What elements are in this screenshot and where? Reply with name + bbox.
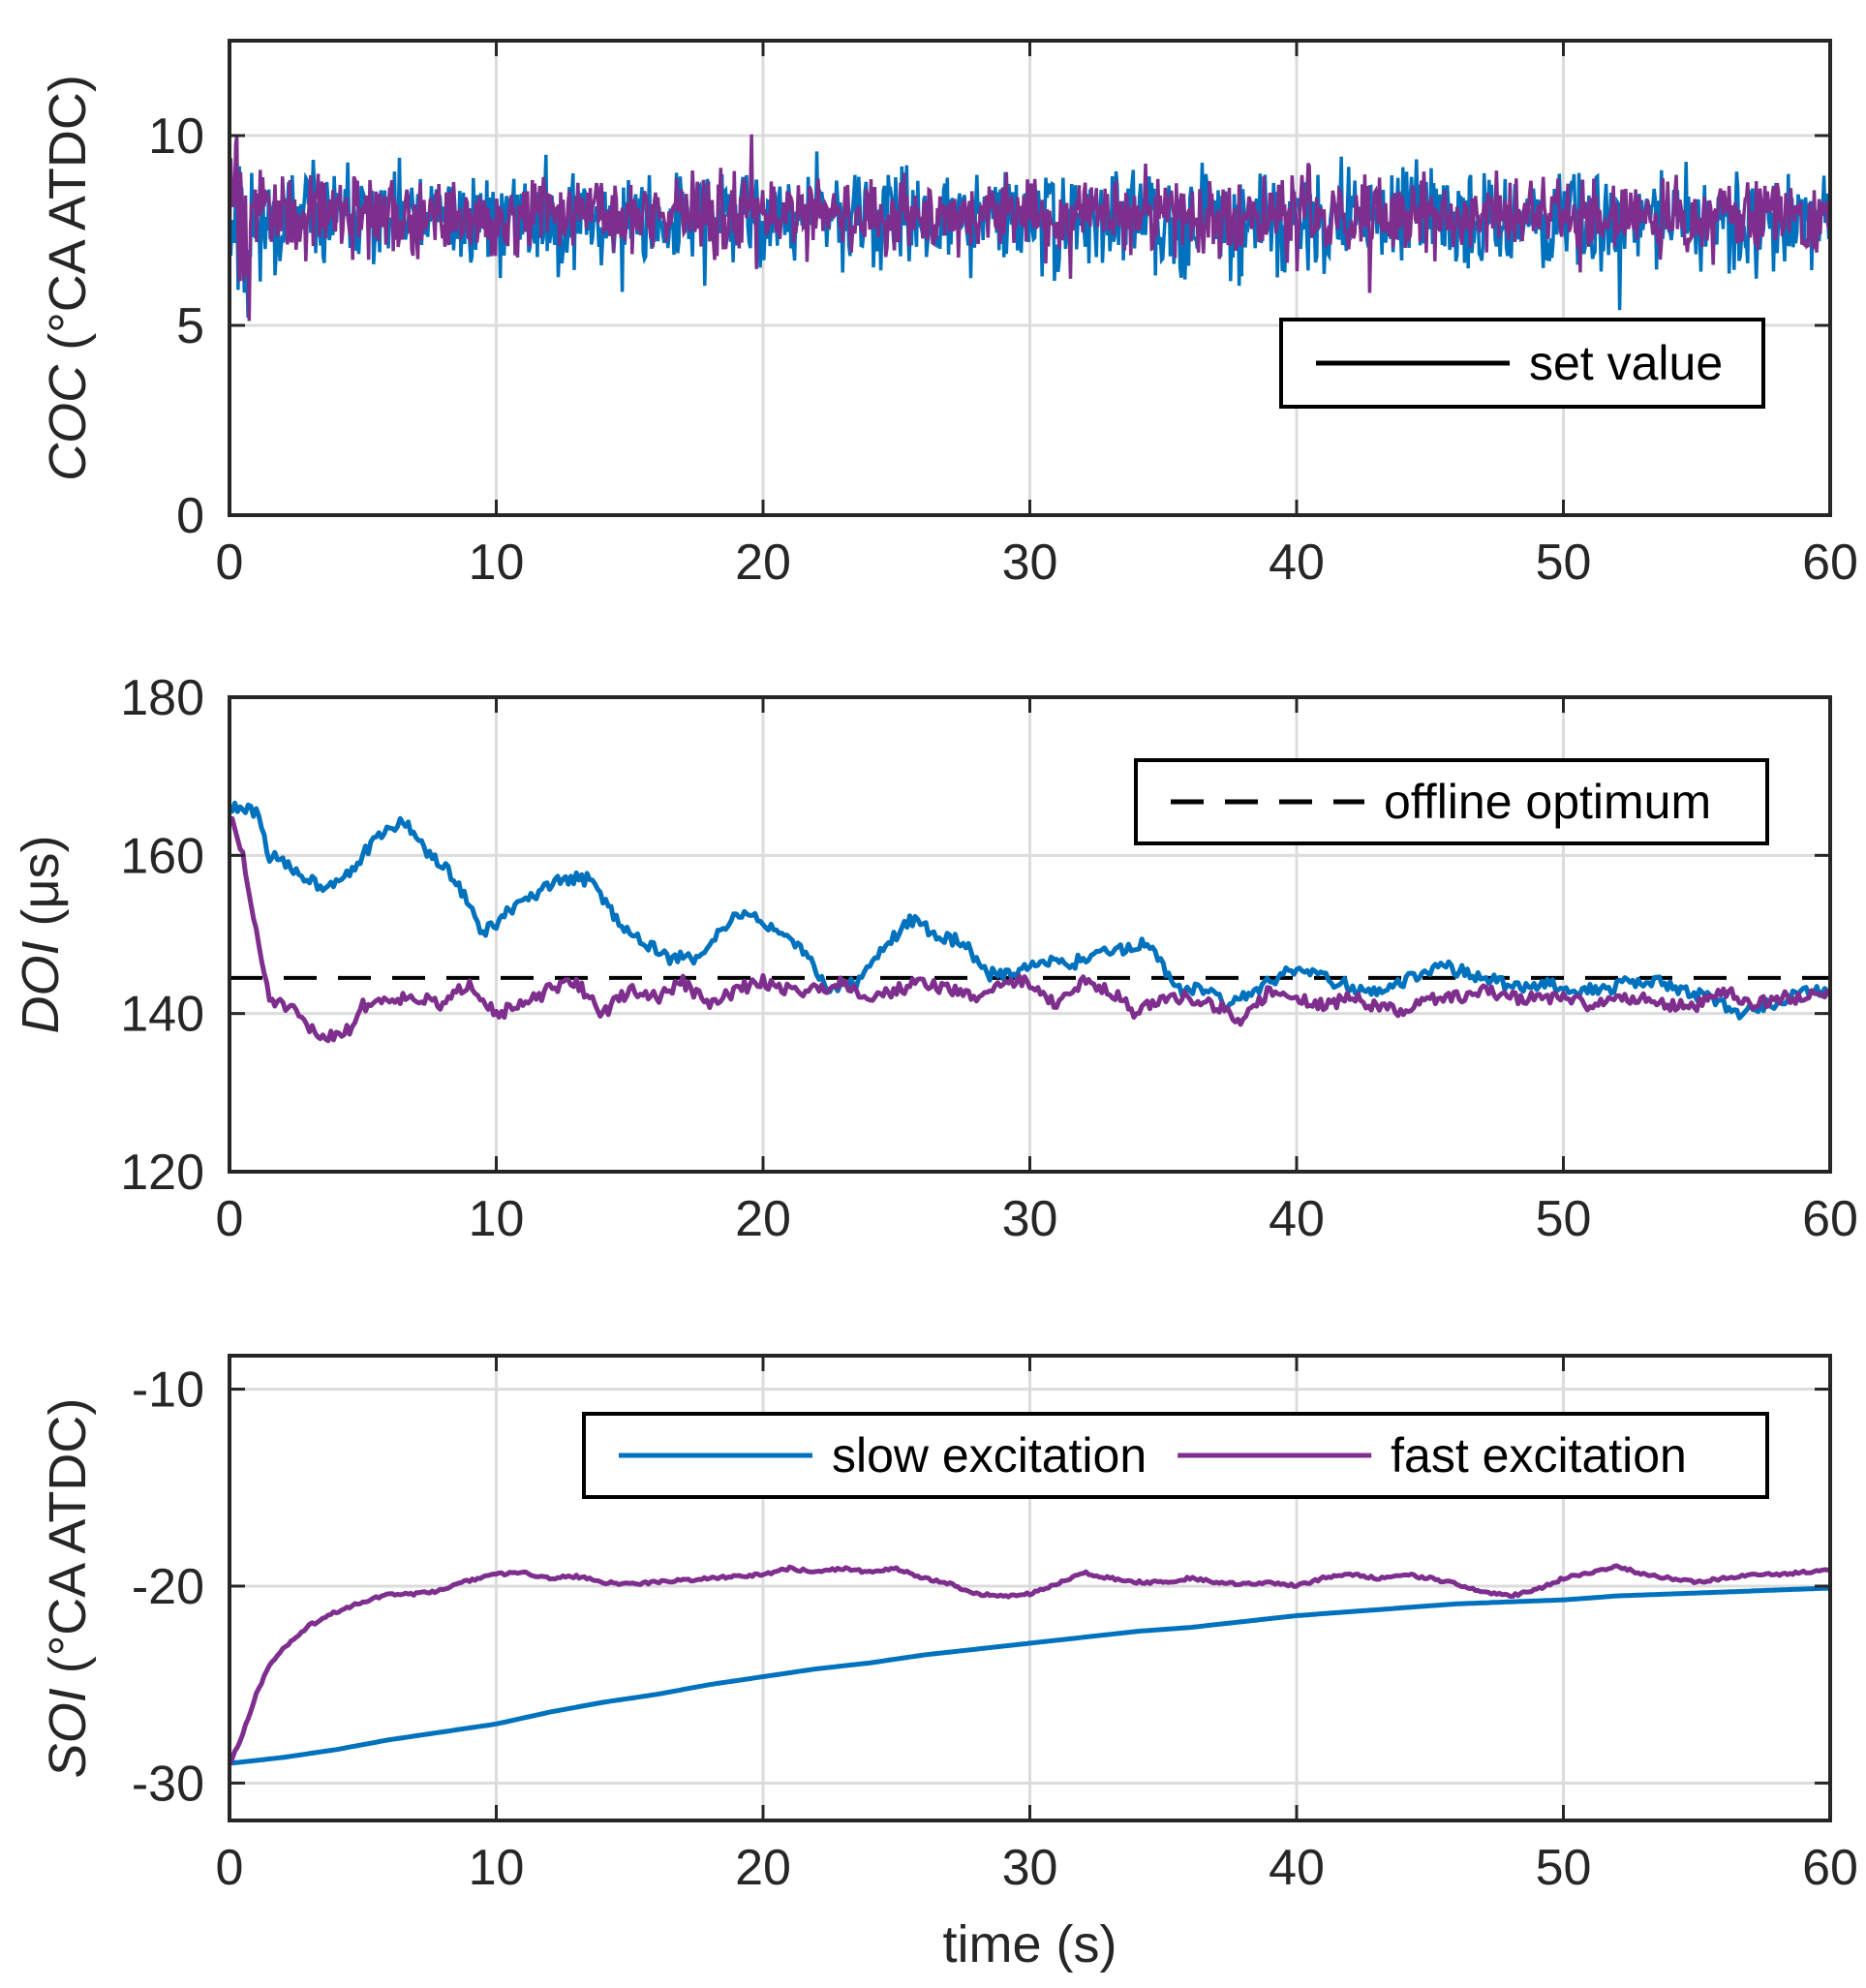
y-tick-label: 160 (120, 828, 204, 884)
y-axis-label: DOI (μs) (12, 835, 70, 1033)
x-tick-label: 40 (1269, 535, 1325, 591)
x-tick-label: 50 (1536, 535, 1592, 591)
y-tick-label: 0 (176, 488, 204, 544)
x-tick-label: 0 (216, 535, 244, 591)
legend: set value (1279, 318, 1765, 409)
y-tick-label: 120 (120, 1145, 204, 1201)
legend: offline optimum (1134, 758, 1769, 845)
x-tick-label: 0 (216, 1840, 244, 1896)
y-axis-label-var: COC (39, 364, 97, 481)
y-tick-label: 5 (176, 298, 204, 354)
x-tick-label: 50 (1536, 1840, 1592, 1896)
x-tick-label: 60 (1802, 1840, 1858, 1896)
x-tick-label: 10 (469, 1191, 525, 1247)
series-line-fast-excitation (229, 134, 1830, 321)
legend-label: set value (1529, 336, 1723, 390)
series-line-slow-excitation (229, 1585, 1830, 1766)
y-axis-label-var: SOI (39, 1688, 97, 1778)
series-line-fast-excitation (229, 1563, 1830, 1765)
y-tick-label: -10 (132, 1362, 204, 1419)
y-tick-label: 140 (120, 987, 204, 1043)
panel-soi: 0 10 20 30 40 50 60 -30 -20 -10 SOI (°CA ATDC) time… (39, 1354, 1858, 1973)
panel-coc: 0 10 20 30 40 50 60 0 5 10 COC (°CA ATDC) set value (39, 39, 1858, 591)
x-tick-label: 20 (735, 1191, 791, 1247)
series-line-fast-excitation (229, 815, 1830, 1044)
x-tick-label: 40 (1269, 1840, 1325, 1896)
x-tick-label: 30 (1002, 1840, 1058, 1896)
legend: slow excitation fast excitation (582, 1412, 1769, 1499)
y-axis-label-unit: (μs) (12, 835, 70, 940)
y-axis-label-unit: (°CA ATDC) (39, 1398, 97, 1689)
legend-label: fast excitation (1391, 1428, 1687, 1483)
legend-label: offline optimum (1384, 775, 1711, 829)
x-tick-label: 40 (1269, 1191, 1325, 1247)
x-tick-label: 20 (735, 1840, 791, 1896)
x-tick-label: 50 (1536, 1191, 1592, 1247)
y-tick-label: -20 (132, 1559, 204, 1615)
y-axis-label: SOI (°CA ATDC) (39, 1398, 97, 1779)
y-tick-label: -30 (132, 1756, 204, 1812)
legend-label: slow excitation (832, 1428, 1147, 1483)
panel-doi: 0 10 20 30 40 50 60 120 140 160 180 DOI (μs) offline… (12, 670, 1858, 1247)
plot-area (229, 800, 1830, 1044)
series-line-slow-excitation (229, 800, 1830, 1021)
x-tick-label: 60 (1802, 1191, 1858, 1247)
y-axis-label: COC (°CA ATDC) (39, 75, 97, 481)
y-tick-label: 180 (120, 670, 204, 726)
plot-area (229, 1563, 1830, 1766)
x-tick-label: 10 (469, 1840, 525, 1896)
y-tick-label: 10 (148, 108, 204, 165)
x-tick-label: 0 (216, 1191, 244, 1247)
x-tick-label: 10 (469, 535, 525, 591)
y-axis-label-unit: (°CA ATDC) (39, 75, 97, 365)
x-tick-label: 60 (1802, 535, 1858, 591)
x-tick-label: 30 (1002, 1191, 1058, 1247)
x-tick-label: 30 (1002, 535, 1058, 591)
x-axis-label: time (s) (943, 1915, 1117, 1973)
plot-area (229, 134, 1830, 321)
x-tick-label: 20 (735, 535, 791, 591)
y-axis-label-var: DOI (12, 941, 70, 1034)
